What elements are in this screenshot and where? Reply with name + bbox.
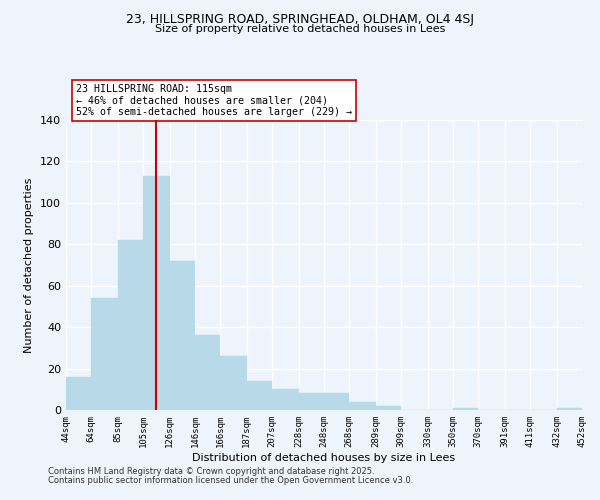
Y-axis label: Number of detached properties: Number of detached properties (25, 178, 34, 352)
X-axis label: Distribution of detached houses by size in Lees: Distribution of detached houses by size … (193, 452, 455, 462)
Bar (91, 298, 118, 410)
Bar (349, 402, 376, 410)
Bar (324, 394, 349, 410)
Bar (376, 406, 401, 410)
Bar (143, 176, 170, 410)
Text: 23, HILLSPRING ROAD, SPRINGHEAD, OLDHAM, OL4 4SJ: 23, HILLSPRING ROAD, SPRINGHEAD, OLDHAM,… (126, 12, 474, 26)
Bar (118, 240, 143, 410)
Bar (195, 336, 220, 410)
Text: 23 HILLSPRING ROAD: 115sqm
← 46% of detached houses are smaller (204)
52% of sem: 23 HILLSPRING ROAD: 115sqm ← 46% of deta… (76, 84, 352, 117)
Bar (453, 408, 478, 410)
Bar (170, 261, 195, 410)
Bar (220, 356, 247, 410)
Bar (557, 408, 582, 410)
Text: Contains HM Land Registry data © Crown copyright and database right 2025.: Contains HM Land Registry data © Crown c… (48, 467, 374, 476)
Bar (272, 390, 299, 410)
Text: Contains public sector information licensed under the Open Government Licence v3: Contains public sector information licen… (48, 476, 413, 485)
Text: Size of property relative to detached houses in Lees: Size of property relative to detached ho… (155, 24, 445, 34)
Bar (66, 377, 91, 410)
Bar (247, 381, 272, 410)
Bar (299, 394, 324, 410)
